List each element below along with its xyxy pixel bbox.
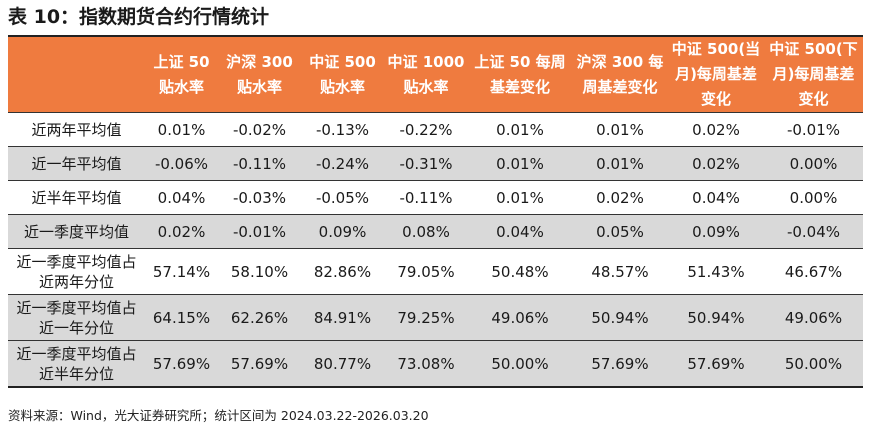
row-label: 近一季度平均值占近两年分位 (8, 248, 145, 295)
table-cell: 79.05% (384, 248, 468, 295)
table-cell: 0.09% (668, 214, 764, 249)
table-cell: 57.14% (145, 248, 218, 295)
header-cell-csi1000-discount: 中证 1000贴水率 (384, 36, 468, 113)
table-cell: 73.08% (384, 340, 468, 387)
header-cell-sse50-basis-change: 上证 50 每周基差变化 (468, 36, 572, 113)
table-cell: 58.10% (218, 248, 301, 295)
table-cell: 50.00% (764, 340, 863, 387)
table-cell: 0.00% (764, 146, 863, 181)
table-cell: -0.02% (218, 112, 301, 147)
table-row: 近半年平均值 0.04% -0.03% -0.05% -0.11% 0.01% … (8, 180, 863, 215)
row-label: 近半年平均值 (8, 180, 145, 215)
table-cell: 57.69% (145, 340, 218, 387)
table-cell: 49.06% (764, 294, 863, 341)
table-cell: 0.01% (468, 146, 572, 181)
table-cell: 57.69% (668, 340, 764, 387)
row-label: 近一年平均值 (8, 146, 145, 181)
table-cell: -0.04% (764, 214, 863, 249)
table-cell: 0.01% (145, 112, 218, 147)
table-cell: -0.13% (301, 112, 384, 147)
table-cell: 79.25% (384, 294, 468, 341)
row-label: 近一季度平均值 (8, 214, 145, 249)
table-cell: 50.94% (668, 294, 764, 341)
header-row: 上证 50贴水率 沪深 300贴水率 中证 500贴水率 中证 1000贴水率 … (8, 36, 863, 113)
table-cell: 50.94% (572, 294, 668, 341)
table-cell: 62.26% (218, 294, 301, 341)
header-cell-csi300-discount: 沪深 300贴水率 (218, 36, 301, 113)
table-cell: 49.06% (468, 294, 572, 341)
table-cell: 84.91% (301, 294, 384, 341)
table-cell: -0.05% (301, 180, 384, 215)
table-cell: 0.02% (668, 146, 764, 181)
table-cell: -0.22% (384, 112, 468, 147)
table-row: 近一季度平均值 0.02% -0.01% 0.09% 0.08% 0.04% 0… (8, 214, 863, 249)
table-row: 近一季度平均值占近半年分位 57.69% 57.69% 80.77% 73.08… (8, 340, 863, 387)
table-row: 近一年平均值 -0.06% -0.11% -0.24% -0.31% 0.01%… (8, 146, 863, 181)
header-cell-blank (8, 36, 145, 113)
futures-stats-table: 上证 50贴水率 沪深 300贴水率 中证 500贴水率 中证 1000贴水率 … (8, 35, 863, 388)
table-cell: 0.04% (145, 180, 218, 215)
futures-stats-table-container: 上证 50贴水率 沪深 300贴水率 中证 500贴水率 中证 1000贴水率 … (8, 35, 863, 388)
table-row: 近一季度平均值占近一年分位 64.15% 62.26% 84.91% 79.25… (8, 294, 863, 341)
table-cell: 57.69% (572, 340, 668, 387)
table-row: 近两年平均值 0.01% -0.02% -0.13% -0.22% 0.01% … (8, 112, 863, 147)
row-label: 近一季度平均值占近半年分位 (8, 340, 145, 387)
table-cell: -0.03% (218, 180, 301, 215)
table-cell: 64.15% (145, 294, 218, 341)
table-cell: -0.11% (218, 146, 301, 181)
table-cell: 0.05% (572, 214, 668, 249)
table-cell: -0.01% (764, 112, 863, 147)
table-cell: 0.01% (468, 112, 572, 147)
table-cell: 0.08% (384, 214, 468, 249)
table-cell: 51.43% (668, 248, 764, 295)
table-cell: 0.02% (572, 180, 668, 215)
table-cell: 0.01% (572, 112, 668, 147)
table-cell: -0.06% (145, 146, 218, 181)
table-cell: 0.04% (668, 180, 764, 215)
table-cell: 48.57% (572, 248, 668, 295)
table-cell: 0.04% (468, 214, 572, 249)
table-cell: 0.00% (764, 180, 863, 215)
table-cell: 0.02% (668, 112, 764, 147)
header-cell-csi300-basis-change: 沪深 300 每周基差变化 (572, 36, 668, 113)
header-cell-csi500-current-basis-change: 中证 500(当月)每周基差变化 (668, 36, 764, 113)
table-cell: 0.01% (468, 180, 572, 215)
header-cell-csi500-next-basis-change: 中证 500(下月)每周基差变化 (764, 36, 863, 113)
table-cell: 0.02% (145, 214, 218, 249)
header-cell-sse50-discount: 上证 50贴水率 (145, 36, 218, 113)
table-cell: -0.24% (301, 146, 384, 181)
table-cell: 50.00% (468, 340, 572, 387)
table-cell: 0.09% (301, 214, 384, 249)
table-cell: -0.31% (384, 146, 468, 181)
table-cell: -0.01% (218, 214, 301, 249)
table-row: 近一季度平均值占近两年分位 57.14% 58.10% 82.86% 79.05… (8, 248, 863, 295)
source-note: 资料来源：Wind，光大证券研究所；统计区间为 2024.03.22-2026.… (8, 408, 429, 423)
table-cell: 0.01% (572, 146, 668, 181)
header-cell-csi500-discount: 中证 500贴水率 (301, 36, 384, 113)
table-cell: 57.69% (218, 340, 301, 387)
table-title: 表 10：指数期货合约行情统计 (8, 6, 270, 28)
table-cell: 46.67% (764, 248, 863, 295)
row-label: 近一季度平均值占近一年分位 (8, 294, 145, 341)
table-cell: 80.77% (301, 340, 384, 387)
table-cell: 82.86% (301, 248, 384, 295)
table-cell: -0.11% (384, 180, 468, 215)
table-cell: 50.48% (468, 248, 572, 295)
row-label: 近两年平均值 (8, 112, 145, 147)
